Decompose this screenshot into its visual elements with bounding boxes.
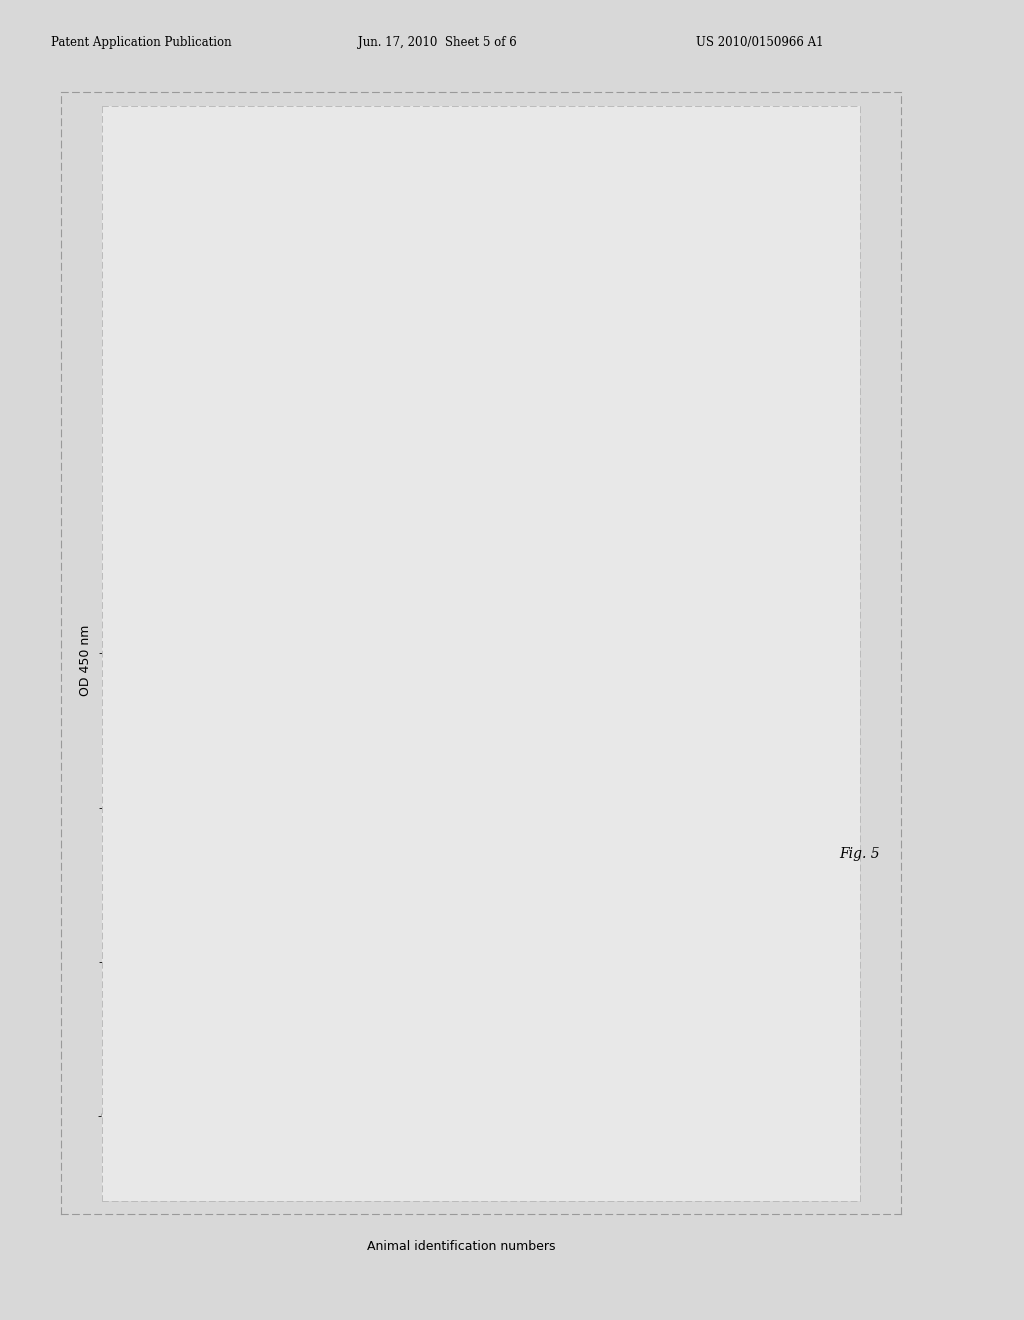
Bar (241, 498, 274, 730)
Bar (365, 498, 398, 560)
Y-axis label: OD 450 nm: OD 450 nm (79, 624, 92, 696)
Bar (171, 498, 205, 698)
Text: US 2010/0150966 A1: US 2010/0150966 A1 (696, 36, 824, 49)
Bar (206, 498, 240, 622)
X-axis label: Animal identification numbers: Animal identification numbers (367, 1239, 555, 1253)
Bar (488, 498, 522, 576)
Bar (330, 498, 364, 585)
Bar (682, 498, 716, 684)
Bar (558, 498, 592, 590)
Bar (717, 498, 751, 931)
Text: Jun. 17, 2010  Sheet 5 of 6: Jun. 17, 2010 Sheet 5 of 6 (358, 36, 517, 49)
Text: Fig. 5: Fig. 5 (840, 847, 881, 861)
Bar (523, 498, 557, 553)
Bar (399, 498, 433, 585)
Bar (647, 498, 681, 977)
Text: Patent Application Publication: Patent Application Publication (51, 36, 231, 49)
